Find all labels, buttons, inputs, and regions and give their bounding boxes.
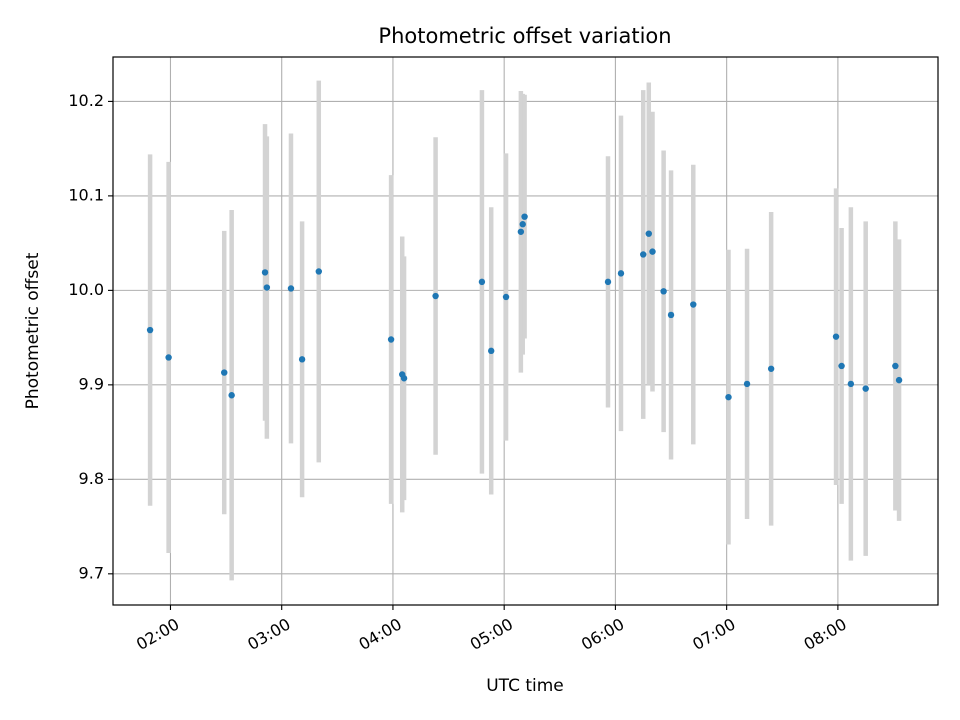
chart-title: Photometric offset variation — [378, 24, 671, 48]
x-axis-label: UTC time — [486, 676, 564, 696]
data-point — [640, 251, 647, 258]
x-tick-label: 05:00 — [467, 614, 516, 654]
data-point — [488, 347, 495, 355]
data-point — [690, 301, 697, 308]
data-point — [645, 230, 652, 237]
y-tick-label: 9.8 — [79, 469, 104, 488]
data-point — [221, 369, 228, 376]
y-tick-label: 9.9 — [79, 374, 104, 393]
data-point — [521, 213, 528, 220]
data-point — [261, 269, 269, 276]
data-point — [165, 354, 172, 361]
x-tick-label: 04:00 — [356, 614, 405, 654]
x-tick-label: 07:00 — [689, 614, 738, 654]
data-point — [519, 221, 526, 228]
data-point — [895, 376, 903, 384]
data-point — [146, 326, 154, 334]
y-tick-label: 10.0 — [68, 280, 104, 299]
y-tick-label: 10.2 — [68, 91, 104, 110]
x-tick-label: 08:00 — [800, 614, 849, 654]
data-point — [725, 393, 732, 401]
data-point — [832, 333, 840, 340]
data-point — [228, 392, 235, 399]
data-point — [517, 228, 525, 235]
data-point — [767, 365, 775, 372]
data-point — [838, 362, 845, 370]
data-point — [892, 362, 899, 370]
data-point — [617, 270, 625, 277]
data-point — [604, 278, 612, 286]
x-axis-ticks: 02:00 03:00 04:00 05:00 06:00 07:00 08:00 — [133, 605, 850, 654]
data-point — [315, 268, 322, 275]
data-point — [743, 380, 751, 388]
data-point — [502, 293, 510, 301]
data-points — [146, 213, 903, 401]
error-bars — [147, 80, 902, 581]
y-axis-label: Photometric offset — [23, 252, 43, 409]
y-axis-ticks: 9.7 9.8 9.9 10.0 10.1 10.2 — [68, 91, 113, 582]
data-point — [667, 311, 675, 319]
data-point — [847, 380, 855, 388]
data-point — [478, 278, 486, 286]
plot-area-frame — [112, 56, 939, 606]
data-point — [263, 284, 271, 291]
y-tick-label: 9.7 — [79, 563, 104, 582]
x-tick-label: 02:00 — [133, 614, 182, 654]
data-point — [660, 288, 667, 295]
data-point — [287, 285, 295, 292]
x-tick-label: 06:00 — [578, 614, 627, 654]
data-point — [862, 385, 869, 392]
x-tick-label: 03:00 — [244, 614, 293, 654]
data-point — [400, 375, 408, 382]
data-point — [432, 292, 439, 300]
data-point — [649, 248, 656, 255]
data-point — [387, 336, 395, 343]
data-point — [298, 356, 306, 363]
y-tick-label: 10.1 — [68, 185, 104, 204]
